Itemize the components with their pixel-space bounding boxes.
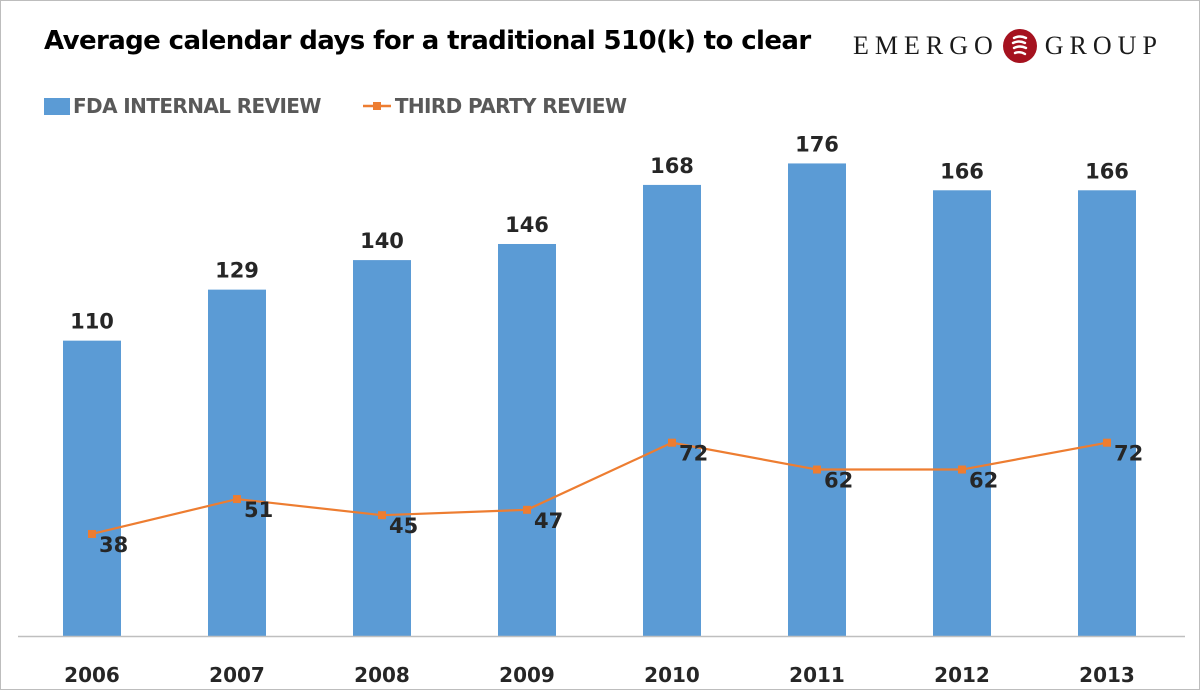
legend-label: THIRD PARTY REVIEW <box>394 94 627 118</box>
bar-data-label: 140 <box>360 229 404 253</box>
bar-2011 <box>788 163 846 636</box>
x-tick-label: 2007 <box>209 663 265 687</box>
bar-2009 <box>498 243 556 637</box>
bar-data-label: 168 <box>650 154 694 178</box>
bar-swatch-icon <box>44 97 70 115</box>
legend-item-fda-internal-review: FDA INTERNAL REVIEW <box>44 94 321 118</box>
line-data-label: 62 <box>824 469 853 493</box>
line-data-label: 45 <box>389 514 418 538</box>
chart-title: Average calendar days for a traditional … <box>44 26 811 56</box>
bar-2007 <box>208 289 266 636</box>
line-marker-2007 <box>233 495 241 504</box>
bar-2013 <box>1078 190 1136 637</box>
x-tick-label: 2006 <box>64 663 120 687</box>
bar-2006 <box>63 340 121 636</box>
line-data-label: 51 <box>244 498 273 522</box>
bar-data-label: 166 <box>1085 159 1129 183</box>
line-marker-2009 <box>523 505 531 514</box>
line-marker-2008 <box>378 511 386 520</box>
bar-data-label: 176 <box>795 132 839 156</box>
emergo-e-mark-icon <box>1002 29 1037 63</box>
line-marker-2012 <box>958 465 966 474</box>
line-data-label: 72 <box>679 442 708 466</box>
emergo-group-logo: EMERGO GROUP <box>853 28 1163 64</box>
line-marker-2010 <box>668 438 676 447</box>
line-data-label: 62 <box>969 469 998 493</box>
logo-text-left: EMERGO <box>853 31 999 60</box>
bar-2008 <box>353 260 411 636</box>
line-marker-2006 <box>88 529 96 538</box>
line-marker-swatch-icon <box>362 97 391 115</box>
x-tick-label: 2012 <box>934 663 990 687</box>
line-marker-2011 <box>813 465 821 474</box>
x-tick-label: 2011 <box>789 663 845 687</box>
bar-2010 <box>643 184 701 637</box>
line-data-label: 47 <box>534 509 563 533</box>
line-data-label: 72 <box>1114 442 1143 466</box>
legend-label: FDA INTERNAL REVIEW <box>73 94 321 118</box>
logo-text-right: GROUP <box>1044 31 1163 60</box>
bar-data-label: 110 <box>70 310 114 334</box>
x-tick-label: 2008 <box>354 663 410 687</box>
bar-data-label: 146 <box>505 213 549 237</box>
bar-data-label: 166 <box>940 159 984 183</box>
third-party-review-line <box>91 441 1108 536</box>
legend-item-third-party-review: THIRD PARTY REVIEW <box>362 94 627 118</box>
x-tick-label: 2013 <box>1079 663 1135 687</box>
bar-2012 <box>933 190 991 637</box>
x-tick-label: 2009 <box>499 663 555 687</box>
line-marker-2013 <box>1103 438 1111 447</box>
chart-legend: FDA INTERNAL REVIEW THIRD PARTY REVIEW <box>44 94 668 118</box>
line-data-label: 38 <box>99 533 128 557</box>
x-tick-label: 2010 <box>644 663 700 687</box>
bar-data-label: 129 <box>215 259 259 283</box>
